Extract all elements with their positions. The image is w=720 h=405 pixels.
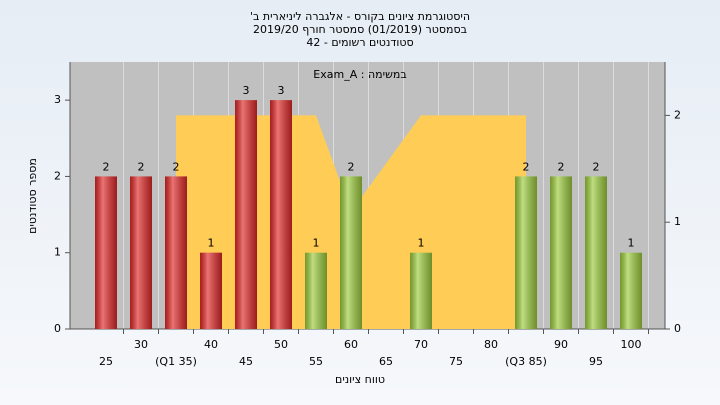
title-line: היסטוגרמת ציונים בקורס - אלגברה ליניארית…	[250, 10, 470, 23]
value-label: 2	[523, 160, 530, 173]
value-label: 1	[208, 237, 215, 250]
value-label: 3	[243, 84, 250, 97]
title-line: סטודנטים רשומים - 42	[306, 36, 413, 49]
value-label: 1	[418, 237, 425, 250]
x-axis-label: טווח ציונים	[335, 373, 385, 386]
bar-shine	[620, 252, 642, 329]
bar-shine	[410, 252, 432, 329]
bar-shine	[235, 100, 257, 330]
value-label: 2	[558, 160, 565, 173]
x-tick-label: 45	[239, 355, 253, 368]
value-label: 2	[348, 160, 355, 173]
bar-shine	[130, 176, 152, 329]
bar-shine	[165, 176, 187, 329]
x-tick-label: 55	[309, 355, 323, 368]
bar-shine	[200, 252, 222, 329]
bar-shine	[270, 100, 292, 330]
x-tick-label: 50	[274, 338, 288, 351]
x-tick-label: 40	[204, 338, 218, 351]
value-label: 3	[278, 84, 285, 97]
bar-shine	[515, 176, 537, 329]
x-tick-label: 95	[589, 355, 603, 368]
value-label: 2	[103, 160, 110, 173]
y-axis-label: מספר סטודנטים	[26, 158, 39, 234]
x-tick-label: 100	[621, 338, 642, 351]
value-label: 2	[593, 160, 600, 173]
bar-shine	[585, 176, 607, 329]
bar-shine	[550, 176, 572, 329]
x-tick-label: (Q1 35)	[155, 355, 197, 368]
value-label: 1	[628, 237, 635, 250]
x-tick-label: 70	[414, 338, 428, 351]
y-tick-label: 1	[54, 246, 61, 259]
x-tick-label: 75	[449, 355, 463, 368]
x-tick-label: 60	[344, 338, 358, 351]
x-tick-label: 65	[379, 355, 393, 368]
y-tick-label: 0	[54, 322, 61, 335]
y-tick-label: 3	[54, 93, 61, 106]
bar-shine	[305, 252, 327, 329]
y2-tick-label: 1	[674, 215, 681, 228]
bar-shine	[340, 176, 362, 329]
bar-shine	[95, 176, 117, 329]
x-tick-label: 25	[99, 355, 113, 368]
y-tick-label: 2	[54, 169, 61, 182]
y2-tick-label: 2	[674, 108, 681, 121]
annotation: במשימה : Exam_A	[313, 68, 406, 81]
value-label: 1	[313, 237, 320, 250]
y2-tick-label: 0	[674, 322, 681, 335]
value-label: 2	[173, 160, 180, 173]
x-tick-label: (Q3 85)	[505, 355, 547, 368]
x-tick-label: 30	[134, 338, 148, 351]
x-tick-label: 80	[484, 338, 498, 351]
value-label: 2	[138, 160, 145, 173]
title-line: בסמסטר (01/2019) סמסטר חורף 2019/20	[253, 23, 467, 36]
x-tick-label: 90	[554, 338, 568, 351]
